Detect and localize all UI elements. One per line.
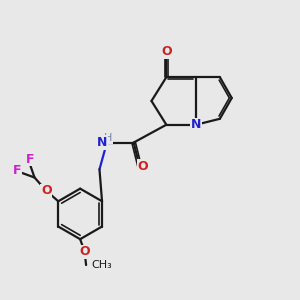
Text: N: N xyxy=(97,136,108,149)
Text: O: O xyxy=(161,45,172,58)
Text: F: F xyxy=(12,164,21,177)
Text: O: O xyxy=(41,184,52,197)
Text: CH₃: CH₃ xyxy=(92,260,112,270)
Text: N: N xyxy=(191,118,201,131)
Text: H: H xyxy=(104,133,112,143)
Text: O: O xyxy=(79,245,90,258)
Text: O: O xyxy=(137,160,148,173)
Text: F: F xyxy=(26,153,34,166)
